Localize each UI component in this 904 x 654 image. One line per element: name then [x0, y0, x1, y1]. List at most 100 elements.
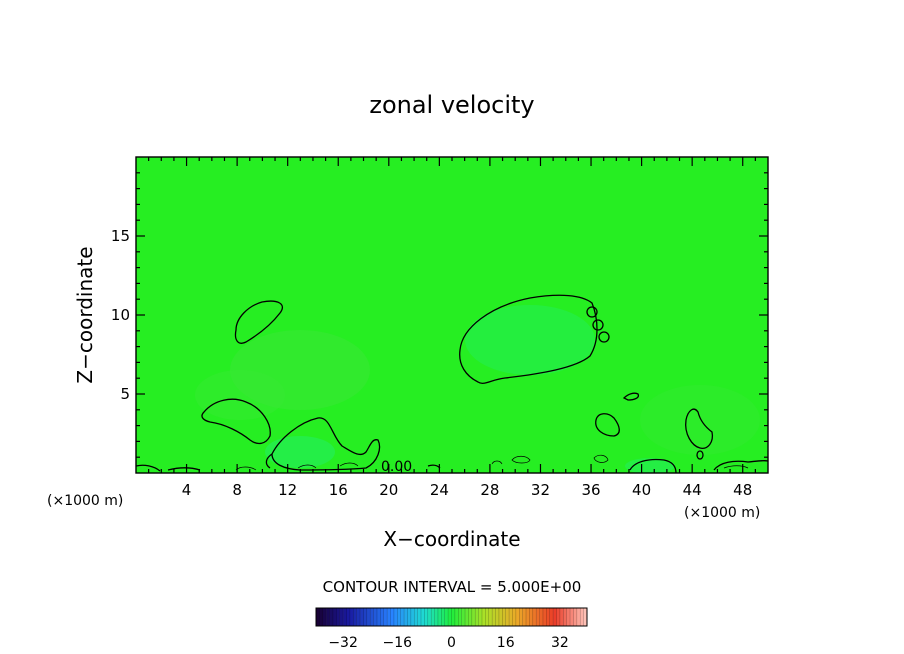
- colorbar-frame: [315, 607, 588, 627]
- colorbar-cell: [553, 608, 557, 626]
- colorbar-cell: [451, 608, 456, 626]
- colorbar-cell: [502, 608, 506, 626]
- colorbar-cell: [522, 608, 527, 626]
- colorbar-cell: [376, 608, 381, 626]
- colorbar-cell: [505, 608, 510, 626]
- colorbar-cell: [563, 608, 567, 626]
- colorbar-cell: [448, 608, 452, 626]
- colorbar-cell: [383, 608, 388, 626]
- colorbar-cell: [559, 608, 564, 626]
- contour-line: [234, 300, 284, 344]
- colorbar: [315, 608, 588, 626]
- x-tick-label: 48: [733, 481, 752, 499]
- chart-title: zonal velocity: [369, 91, 534, 119]
- contour-line: [696, 450, 704, 460]
- x-tick-label: 44: [683, 481, 702, 499]
- colorbar-cell: [549, 608, 554, 626]
- colorbar-cell: [465, 608, 469, 626]
- colorbar-cell: [407, 608, 412, 626]
- colorbar-cell: [498, 608, 503, 626]
- colorbar-tick-label: 16: [497, 635, 515, 651]
- colorbar-cell: [343, 608, 347, 626]
- colorbar-cell: [570, 608, 574, 626]
- x-tick-label: 16: [329, 481, 348, 499]
- x-unit-right: (×1000 m): [684, 505, 760, 521]
- x-tick-label: 40: [632, 481, 651, 499]
- colorbar-cell: [421, 608, 425, 626]
- x-tick-label: 32: [531, 481, 550, 499]
- colorbar-cell: [319, 608, 323, 626]
- contour-line: [595, 413, 620, 437]
- contour-line: [592, 319, 604, 331]
- colorbar-cell: [556, 608, 561, 626]
- colorbar-cell: [437, 608, 442, 626]
- x-unit-left: (×1000 m): [47, 493, 123, 509]
- velocity-field: [136, 157, 768, 473]
- contour-line: [265, 453, 273, 469]
- colorbar-cell: [495, 608, 500, 626]
- y-axis-label: Z−coordinate: [73, 246, 97, 383]
- colorbar-cell: [529, 608, 533, 626]
- colorbar-cell: [373, 608, 378, 626]
- colorbar-cell: [326, 608, 330, 626]
- colorbar-cell: [576, 608, 581, 626]
- x-tick-label: 20: [379, 481, 398, 499]
- contour-line: [685, 408, 714, 449]
- contour-line: [511, 455, 531, 464]
- x-tick-label: 24: [430, 481, 449, 499]
- colorbar-cell: [404, 608, 408, 626]
- x-tick-label: 36: [581, 481, 600, 499]
- colorbar-cell: [488, 608, 493, 626]
- colorbar-cell: [485, 608, 489, 626]
- y-tick-label: 10: [111, 306, 130, 324]
- colorbar-cell: [478, 608, 483, 626]
- colorbar-cell: [346, 608, 351, 626]
- colorbar-tick-label: −32: [328, 635, 358, 651]
- colorbar-cell: [468, 608, 473, 626]
- colorbar-cell: [509, 608, 513, 626]
- colorbar-cell: [444, 608, 449, 626]
- colorbar-cell: [316, 608, 320, 626]
- colorbar-cell: [332, 608, 337, 626]
- colorbar-cell: [387, 608, 391, 626]
- colorbar-cell: [363, 608, 368, 626]
- colorbar-cell: [431, 608, 435, 626]
- x-tick-label: 4: [182, 481, 192, 499]
- colorbar-cell: [492, 608, 496, 626]
- colorbar-cell: [536, 608, 540, 626]
- colorbar-cell: [532, 608, 537, 626]
- contour-line: [593, 454, 609, 463]
- contour-line: [723, 465, 749, 469]
- colorbar-cell: [454, 608, 459, 626]
- colorbar-tick-labels: −32 −16 0 16 32: [328, 635, 568, 651]
- colorbar-cell: [471, 608, 476, 626]
- colorbar-cell: [414, 608, 418, 626]
- colorbar-cell: [339, 608, 344, 626]
- colorbar-cell: [526, 608, 530, 626]
- contour-lines: [136, 294, 768, 473]
- colorbar-cell: [400, 608, 405, 626]
- colorbar-cell: [458, 608, 462, 626]
- x-tick-label: 12: [278, 481, 297, 499]
- colorbar-cell: [573, 608, 578, 626]
- colorbar-tick-label: −16: [383, 635, 413, 651]
- contour-line: [339, 462, 359, 467]
- colorbar-cell: [397, 608, 401, 626]
- colorbar-tick-label: 0: [447, 635, 456, 651]
- contour-line: [136, 464, 161, 472]
- colorbar-cell: [370, 608, 374, 626]
- colorbar-cell: [322, 608, 327, 626]
- colorbar-cell: [583, 608, 588, 626]
- plot-frame: [135, 156, 769, 474]
- contour-line: [713, 459, 768, 471]
- colorbar-cell: [539, 608, 544, 626]
- colorbar-cell: [336, 608, 340, 626]
- colorbar-cell: [427, 608, 432, 626]
- y-tick-label: 5: [120, 385, 130, 403]
- contour-line: [459, 294, 598, 384]
- contour-line: [201, 398, 271, 445]
- field-shade-3: [640, 385, 760, 455]
- colorbar-cell: [360, 608, 364, 626]
- colorbar-cell: [434, 608, 439, 626]
